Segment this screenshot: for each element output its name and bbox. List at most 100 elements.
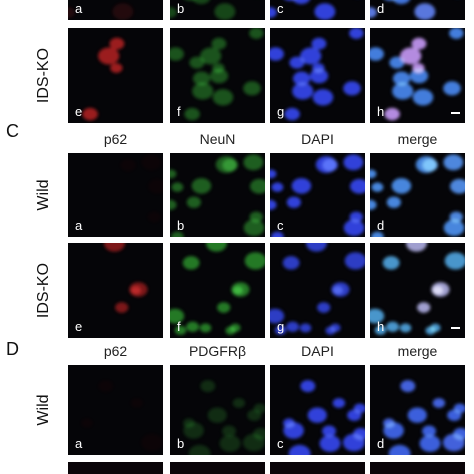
cell xyxy=(186,196,201,208)
section-label: D xyxy=(6,339,19,359)
cell-signals xyxy=(283,380,365,455)
micrograph-panel: h xyxy=(370,28,465,123)
cell xyxy=(253,403,265,414)
cell xyxy=(315,156,337,173)
cell xyxy=(300,47,322,65)
panel-letter: c xyxy=(277,436,284,451)
cell xyxy=(200,380,216,393)
panel-letter: f xyxy=(177,319,181,334)
panel-letter: b xyxy=(177,1,184,16)
panel-letter: g xyxy=(277,319,284,334)
cell-signals xyxy=(370,154,465,237)
cell-signals xyxy=(170,0,236,20)
cell xyxy=(243,154,264,171)
cell xyxy=(370,199,377,210)
cell xyxy=(244,252,265,270)
panel-letter: c xyxy=(277,218,284,233)
micrograph-panel: c xyxy=(270,0,365,20)
cell xyxy=(392,71,411,86)
cell xyxy=(371,182,384,192)
cell xyxy=(450,178,465,194)
cell xyxy=(270,169,277,179)
column-header: merge xyxy=(398,131,438,147)
cell xyxy=(291,178,312,194)
column-header: p62 xyxy=(104,343,128,359)
panel-letter: e xyxy=(75,319,82,334)
cell xyxy=(189,56,205,69)
cell xyxy=(249,28,264,39)
cell xyxy=(419,435,441,452)
cell xyxy=(250,178,265,194)
cell xyxy=(289,56,305,69)
cell-signals xyxy=(82,37,125,121)
cell xyxy=(232,398,246,409)
cell xyxy=(399,323,412,333)
micrograph-panel: g xyxy=(270,28,365,123)
cell xyxy=(271,182,284,192)
cell xyxy=(243,81,261,96)
cell xyxy=(299,323,312,333)
cell xyxy=(184,107,200,121)
cell xyxy=(443,219,465,237)
cell xyxy=(171,231,184,237)
micrograph-panel: a xyxy=(68,0,163,20)
cell-signals xyxy=(170,28,264,121)
panel-letter: b xyxy=(177,218,184,233)
cell xyxy=(300,380,316,393)
cell-signals xyxy=(183,380,265,455)
cell xyxy=(343,219,365,237)
cell xyxy=(230,323,241,333)
cell xyxy=(322,425,337,437)
cell xyxy=(449,211,463,223)
panel-letter: c xyxy=(277,1,284,16)
cell xyxy=(192,71,211,86)
panel-letter: a xyxy=(75,218,83,233)
micrograph-panel: g xyxy=(270,243,365,338)
cell xyxy=(344,252,365,270)
cell xyxy=(407,407,427,423)
micrograph-panel: d xyxy=(370,365,465,455)
cell xyxy=(349,28,364,39)
cell xyxy=(392,82,414,100)
cell xyxy=(432,286,444,295)
cell xyxy=(370,169,377,179)
cell xyxy=(353,403,365,414)
cell xyxy=(141,154,161,170)
cell xyxy=(243,219,265,237)
cell xyxy=(453,403,465,414)
column-header: DAPI xyxy=(301,131,334,147)
cell xyxy=(270,47,284,61)
cell xyxy=(391,178,412,194)
micrograph-panel: e xyxy=(68,243,163,338)
cell xyxy=(109,37,125,50)
cell-signals xyxy=(370,0,436,20)
cell xyxy=(188,444,211,455)
micrograph-panel: e xyxy=(68,28,163,123)
row-label: IDS-KO xyxy=(35,48,52,103)
panel-background xyxy=(68,243,163,338)
cell xyxy=(432,398,446,409)
cell xyxy=(170,308,185,324)
cell xyxy=(206,243,227,252)
panel-letter: e xyxy=(75,104,82,119)
cell xyxy=(171,182,184,192)
cell xyxy=(282,256,300,270)
cell xyxy=(382,256,400,270)
micrograph-panel xyxy=(68,462,163,474)
cell xyxy=(219,435,241,452)
cell xyxy=(217,302,231,313)
cell xyxy=(253,427,265,440)
cell-signals xyxy=(383,380,465,455)
cell xyxy=(370,308,385,324)
cell xyxy=(283,418,295,428)
cell xyxy=(110,63,123,73)
micrograph-panel: a xyxy=(68,365,163,455)
cell xyxy=(170,7,177,18)
cell xyxy=(449,28,464,39)
cell xyxy=(343,81,361,96)
cell xyxy=(383,418,395,428)
cell xyxy=(186,321,200,332)
cell xyxy=(389,56,405,69)
row-label: Wild xyxy=(35,394,52,425)
